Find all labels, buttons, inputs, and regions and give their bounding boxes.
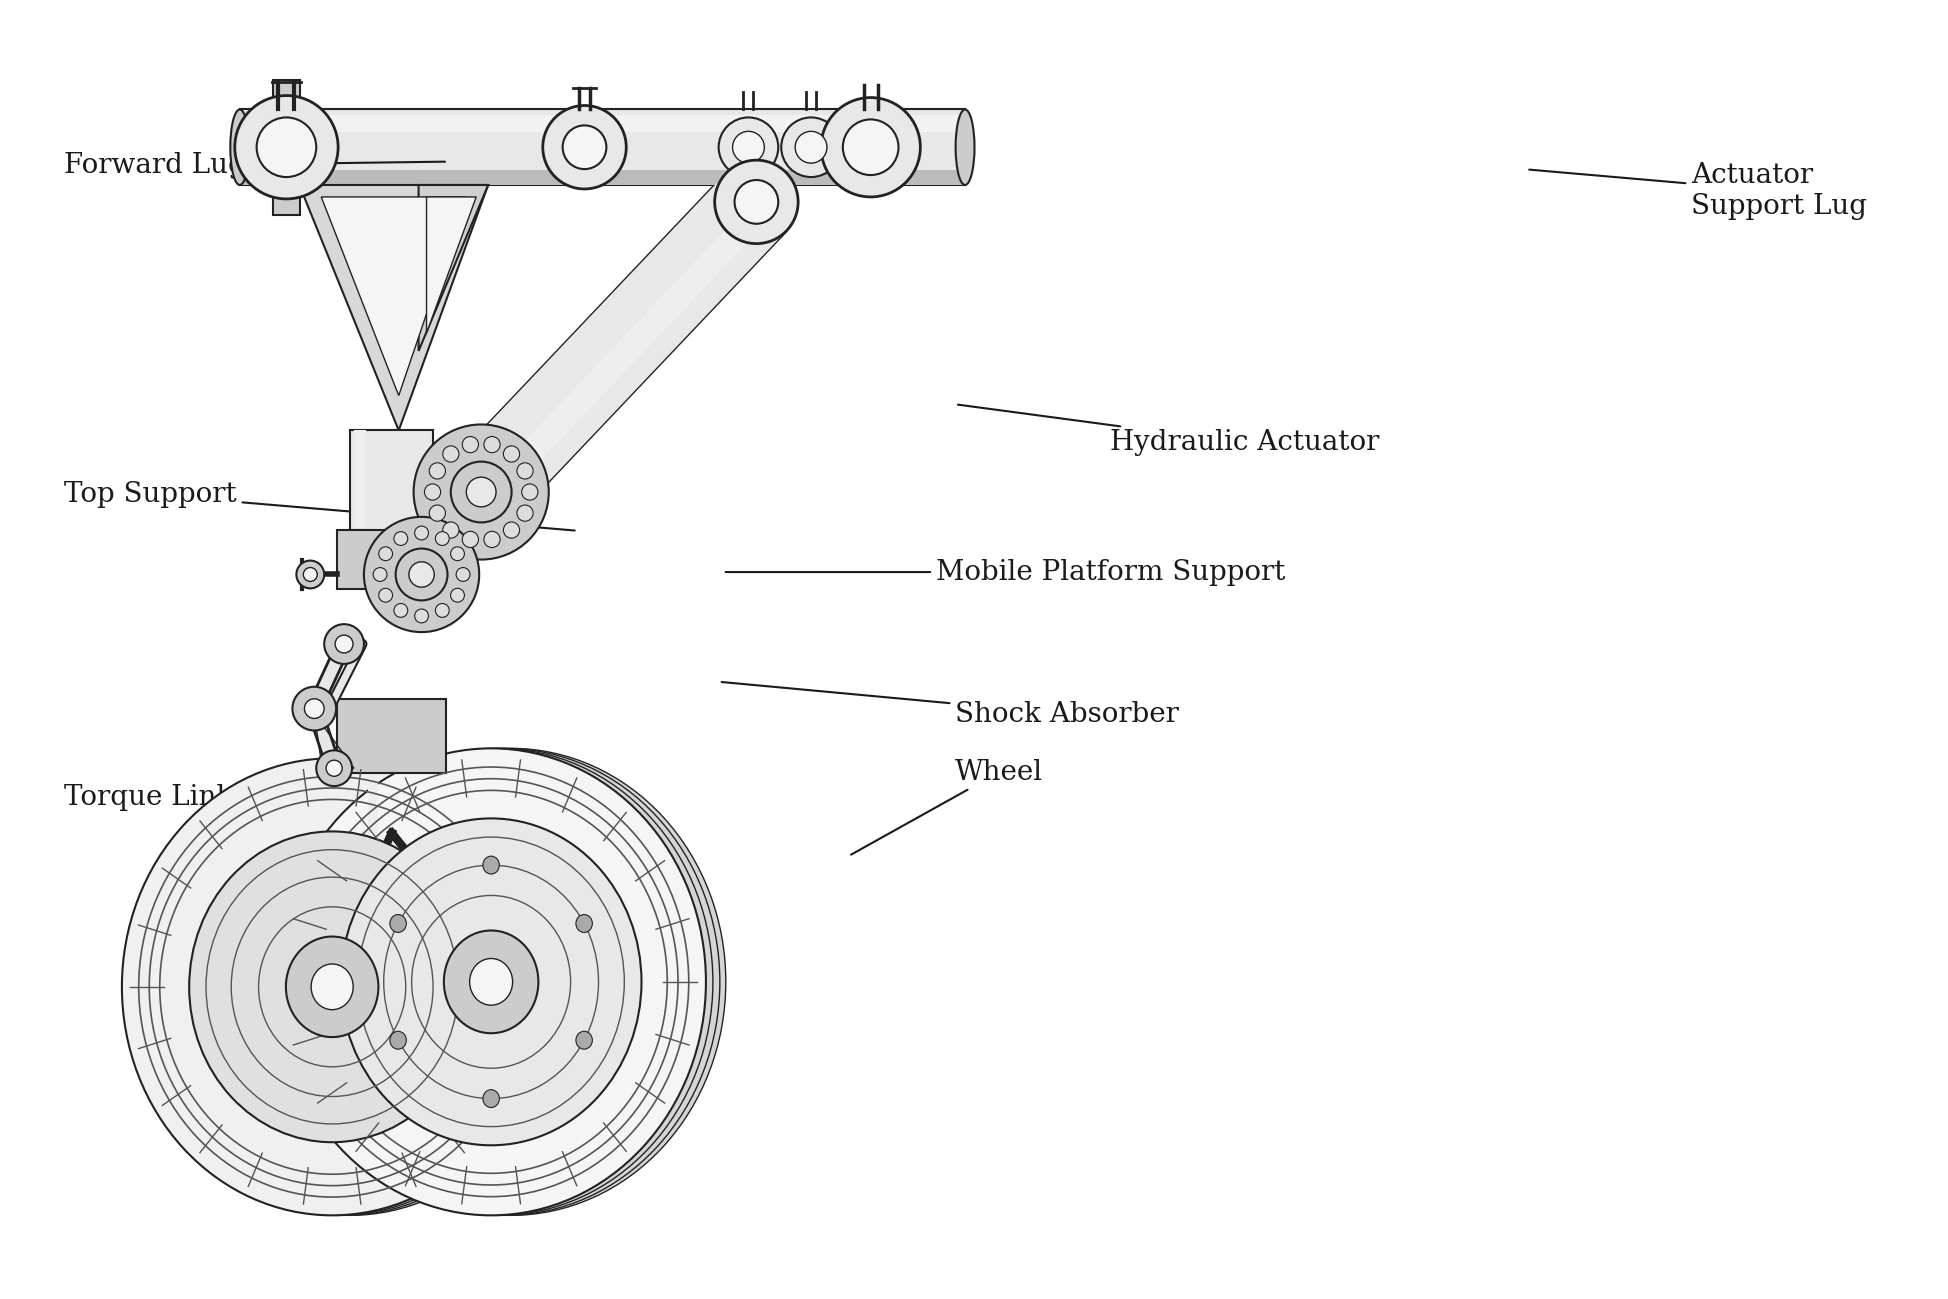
Circle shape	[483, 436, 501, 452]
Circle shape	[462, 531, 477, 548]
Ellipse shape	[189, 831, 475, 1142]
Circle shape	[304, 568, 318, 582]
Ellipse shape	[312, 964, 353, 1009]
Circle shape	[442, 522, 458, 538]
Text: Torque Link: Torque Link	[64, 769, 522, 812]
Text: Wheel: Wheel	[851, 759, 1042, 855]
Ellipse shape	[390, 914, 405, 933]
Circle shape	[372, 568, 388, 582]
Circle shape	[393, 604, 407, 617]
Ellipse shape	[575, 1031, 592, 1050]
Circle shape	[425, 485, 440, 500]
Circle shape	[462, 436, 477, 452]
Ellipse shape	[140, 759, 559, 1216]
Circle shape	[415, 526, 429, 540]
Ellipse shape	[129, 759, 547, 1216]
Ellipse shape	[282, 748, 713, 1216]
Circle shape	[450, 588, 464, 603]
Bar	[355, 430, 366, 560]
Circle shape	[522, 485, 538, 500]
Polygon shape	[419, 184, 487, 351]
Circle shape	[395, 548, 448, 600]
Circle shape	[456, 568, 469, 582]
Bar	[240, 170, 964, 184]
Ellipse shape	[286, 937, 378, 1037]
Circle shape	[732, 131, 764, 164]
Bar	[273, 79, 300, 214]
Ellipse shape	[390, 1031, 405, 1050]
Circle shape	[409, 561, 434, 587]
Circle shape	[842, 120, 898, 175]
Polygon shape	[300, 184, 487, 430]
Ellipse shape	[483, 1090, 499, 1108]
Ellipse shape	[575, 914, 592, 933]
Circle shape	[323, 624, 364, 664]
Circle shape	[296, 561, 323, 588]
Text: Mobile Platform Support: Mobile Platform Support	[725, 559, 1284, 586]
Text: Shock Absorber: Shock Absorber	[721, 682, 1179, 727]
Polygon shape	[321, 197, 466, 396]
Bar	[337, 530, 446, 590]
Circle shape	[292, 687, 335, 730]
Circle shape	[378, 547, 392, 561]
Bar	[240, 116, 964, 132]
Circle shape	[234, 96, 337, 199]
Circle shape	[364, 517, 479, 633]
Circle shape	[429, 505, 446, 521]
Ellipse shape	[290, 748, 719, 1216]
Circle shape	[415, 609, 429, 624]
Text: Forward Lug: Forward Lug	[64, 152, 444, 179]
Ellipse shape	[341, 818, 641, 1146]
Circle shape	[442, 446, 458, 462]
Ellipse shape	[296, 748, 725, 1216]
Text: Top Support: Top Support	[64, 481, 575, 530]
Ellipse shape	[483, 856, 499, 874]
Circle shape	[503, 522, 520, 538]
Circle shape	[734, 181, 777, 223]
Circle shape	[516, 505, 534, 521]
Bar	[351, 430, 432, 560]
Circle shape	[413, 425, 549, 560]
Circle shape	[450, 547, 464, 561]
Ellipse shape	[444, 930, 538, 1033]
Circle shape	[335, 635, 353, 653]
Circle shape	[325, 760, 343, 777]
Ellipse shape	[469, 959, 512, 1005]
Ellipse shape	[123, 759, 542, 1216]
Circle shape	[719, 117, 777, 177]
Bar	[337, 699, 446, 773]
Circle shape	[450, 461, 510, 522]
Ellipse shape	[277, 748, 705, 1216]
Circle shape	[795, 131, 826, 164]
Circle shape	[715, 160, 799, 244]
Text: Actuator
Support Lug: Actuator Support Lug	[1529, 162, 1866, 221]
Circle shape	[378, 588, 392, 603]
Circle shape	[542, 105, 625, 188]
Bar	[368, 718, 378, 833]
Circle shape	[434, 531, 448, 546]
Circle shape	[820, 97, 919, 197]
Circle shape	[781, 117, 840, 177]
Bar	[364, 718, 419, 833]
Circle shape	[563, 126, 606, 169]
Circle shape	[466, 477, 497, 507]
Ellipse shape	[230, 109, 249, 184]
Circle shape	[304, 699, 323, 718]
Circle shape	[503, 446, 520, 462]
Circle shape	[393, 531, 407, 546]
Circle shape	[316, 751, 353, 786]
Text: Hydraulic Actuator: Hydraulic Actuator	[956, 405, 1379, 456]
Circle shape	[483, 531, 501, 548]
Ellipse shape	[134, 759, 553, 1216]
Polygon shape	[427, 197, 475, 333]
Bar	[240, 109, 964, 184]
Circle shape	[429, 462, 446, 479]
Circle shape	[516, 462, 534, 479]
Circle shape	[434, 604, 448, 617]
Ellipse shape	[955, 109, 974, 184]
Circle shape	[257, 117, 316, 177]
